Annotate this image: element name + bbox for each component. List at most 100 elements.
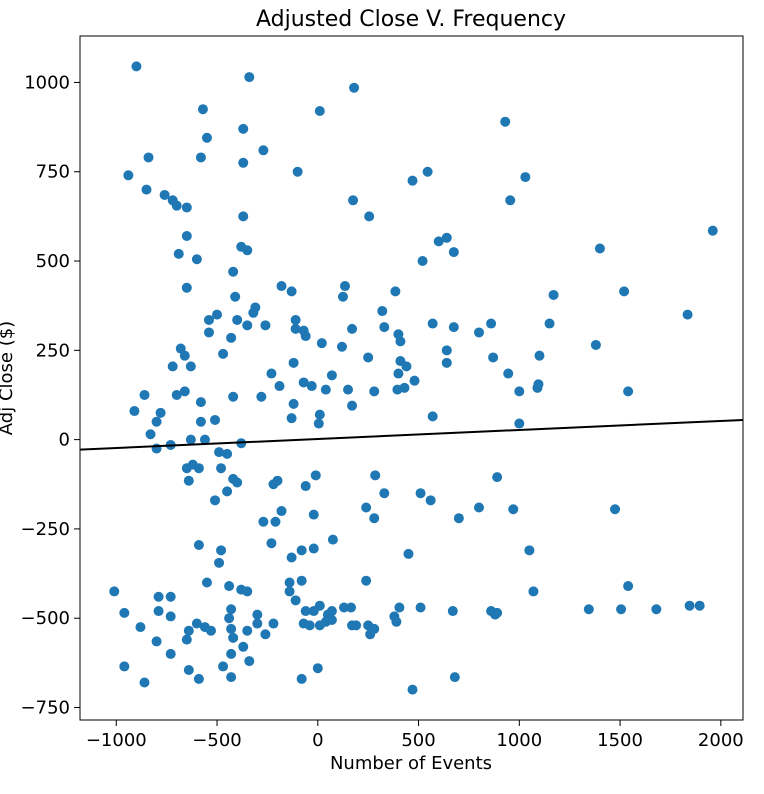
data-point bbox=[274, 381, 285, 392]
data-point bbox=[403, 548, 414, 559]
data-point bbox=[139, 677, 150, 688]
data-point bbox=[399, 382, 410, 393]
x-tick-label: −1000 bbox=[86, 730, 147, 751]
data-point bbox=[153, 591, 164, 602]
data-point bbox=[286, 552, 297, 563]
data-point bbox=[153, 606, 164, 617]
data-point bbox=[694, 600, 705, 611]
data-point bbox=[520, 172, 531, 183]
data-point bbox=[337, 291, 348, 302]
data-point bbox=[707, 225, 718, 236]
data-point bbox=[616, 604, 627, 615]
data-point bbox=[228, 632, 239, 643]
data-point bbox=[594, 243, 605, 254]
data-point bbox=[361, 575, 372, 586]
data-point bbox=[651, 604, 662, 615]
data-point bbox=[300, 606, 311, 617]
data-point bbox=[248, 307, 259, 318]
data-point bbox=[252, 618, 263, 629]
data-point bbox=[346, 602, 357, 613]
data-point bbox=[244, 656, 255, 667]
data-point bbox=[369, 386, 380, 397]
data-point bbox=[524, 545, 535, 556]
data-point bbox=[242, 625, 253, 636]
data-point bbox=[610, 504, 621, 515]
trendline bbox=[79, 418, 744, 451]
data-point bbox=[226, 604, 237, 615]
data-point bbox=[326, 370, 337, 381]
data-point bbox=[201, 577, 212, 588]
data-point bbox=[363, 352, 374, 363]
data-point bbox=[258, 516, 269, 527]
data-point bbox=[135, 622, 146, 633]
data-point bbox=[292, 166, 303, 177]
data-point bbox=[488, 352, 499, 363]
data-point bbox=[500, 116, 511, 127]
data-point bbox=[183, 625, 194, 636]
data-point bbox=[242, 586, 253, 597]
data-point bbox=[422, 166, 433, 177]
data-point bbox=[441, 232, 452, 243]
plot-frame bbox=[79, 35, 744, 721]
data-point bbox=[308, 543, 319, 554]
data-point bbox=[165, 611, 176, 622]
data-point bbox=[448, 247, 459, 258]
data-point bbox=[528, 586, 539, 597]
data-point bbox=[343, 384, 354, 395]
data-point bbox=[288, 357, 299, 368]
data-point bbox=[441, 357, 452, 368]
data-point bbox=[300, 481, 311, 492]
data-point bbox=[268, 618, 279, 629]
data-point bbox=[351, 620, 362, 631]
data-point bbox=[195, 152, 206, 163]
data-point bbox=[151, 416, 162, 427]
data-point bbox=[272, 475, 283, 486]
data-point bbox=[222, 448, 233, 459]
data-point bbox=[590, 339, 601, 350]
data-point bbox=[165, 591, 176, 602]
data-point bbox=[306, 381, 317, 392]
chart-title: Adjusted Close V. Frequency bbox=[256, 7, 566, 32]
data-point bbox=[300, 331, 311, 342]
data-point bbox=[583, 604, 594, 615]
data-point bbox=[284, 586, 295, 597]
data-point bbox=[191, 254, 202, 265]
x-tick-label: 0 bbox=[312, 730, 323, 751]
data-point bbox=[379, 488, 390, 499]
data-point bbox=[448, 322, 459, 333]
data-point bbox=[296, 673, 307, 684]
data-point bbox=[242, 245, 253, 256]
data-point bbox=[409, 375, 420, 386]
data-point bbox=[284, 577, 295, 588]
data-point bbox=[425, 495, 436, 506]
y-tick-label: −250 bbox=[21, 519, 70, 540]
data-point bbox=[242, 320, 253, 331]
data-point bbox=[151, 636, 162, 647]
data-point bbox=[370, 470, 381, 481]
data-point bbox=[238, 211, 249, 222]
data-point bbox=[218, 348, 229, 359]
data-point bbox=[415, 488, 426, 499]
data-point bbox=[364, 211, 375, 222]
data-point bbox=[171, 200, 182, 211]
data-point bbox=[393, 368, 404, 379]
data-point bbox=[183, 475, 194, 486]
data-point bbox=[131, 61, 142, 72]
data-point bbox=[336, 341, 347, 352]
data-point bbox=[623, 386, 634, 397]
data-point bbox=[534, 350, 545, 361]
data-point bbox=[347, 323, 358, 334]
data-point bbox=[141, 184, 152, 195]
data-point bbox=[474, 502, 485, 513]
data-point bbox=[252, 609, 263, 620]
x-tick-label: 500 bbox=[401, 730, 435, 751]
data-point bbox=[310, 470, 321, 481]
x-axis-label: Number of Events bbox=[330, 753, 492, 774]
data-point bbox=[288, 398, 299, 409]
data-point bbox=[155, 407, 166, 418]
data-point bbox=[139, 389, 150, 400]
data-point bbox=[369, 513, 380, 524]
data-point bbox=[181, 231, 192, 242]
data-point bbox=[270, 516, 281, 527]
data-point bbox=[320, 384, 331, 395]
